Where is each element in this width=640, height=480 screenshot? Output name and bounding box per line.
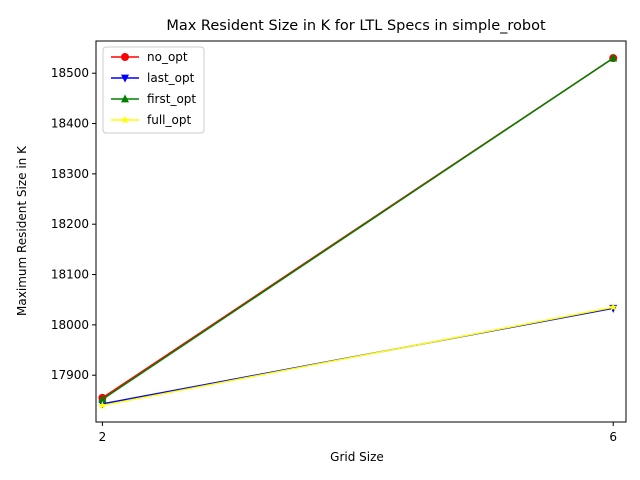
data-point-full_opt bbox=[98, 400, 107, 409]
series-line-full_opt bbox=[102, 306, 614, 407]
legend-marker-last_opt bbox=[121, 74, 129, 83]
legend-label-no_opt: no_opt bbox=[147, 50, 188, 64]
x-axis-label: Grid Size bbox=[330, 450, 384, 464]
legend-label-full_opt: full_opt bbox=[147, 113, 191, 127]
legend-marker-full_opt bbox=[120, 115, 130, 124]
chart-title: Max Resident Size in K for LTL Specs in … bbox=[166, 18, 546, 34]
data-point-first_opt bbox=[98, 394, 107, 403]
legend-label-first_opt: first_opt bbox=[147, 92, 196, 106]
y-tick-label: 17900 bbox=[51, 368, 89, 382]
series-line-first_opt bbox=[101, 57, 614, 400]
y-tick-label: 18100 bbox=[51, 268, 89, 282]
y-tick-label: 18500 bbox=[51, 66, 89, 80]
legend-marker-first_opt bbox=[121, 94, 129, 103]
data-point-first_opt bbox=[609, 53, 618, 62]
data-point-full_opt bbox=[609, 302, 618, 311]
y-axis: 17900 18000 18100 18200 18300 18400 18500 bbox=[51, 66, 96, 382]
x-tick-label: 2 bbox=[99, 430, 107, 444]
legend-box bbox=[102, 46, 205, 134]
series-layer bbox=[98, 53, 618, 409]
x-tick-label: 6 bbox=[609, 430, 617, 444]
y-tick-label: 18000 bbox=[51, 318, 89, 332]
y-axis-label: Maximum Resident Size in K bbox=[15, 145, 29, 316]
legend: no_opt last_opt first_opt full_opt bbox=[102, 46, 205, 134]
y-tick-label: 18300 bbox=[51, 167, 89, 181]
y-tick-label: 18400 bbox=[51, 117, 89, 131]
legend-label-last_opt: last_opt bbox=[147, 71, 195, 85]
legend-marker-no_opt bbox=[121, 53, 129, 61]
y-tick-label: 18200 bbox=[51, 217, 89, 231]
